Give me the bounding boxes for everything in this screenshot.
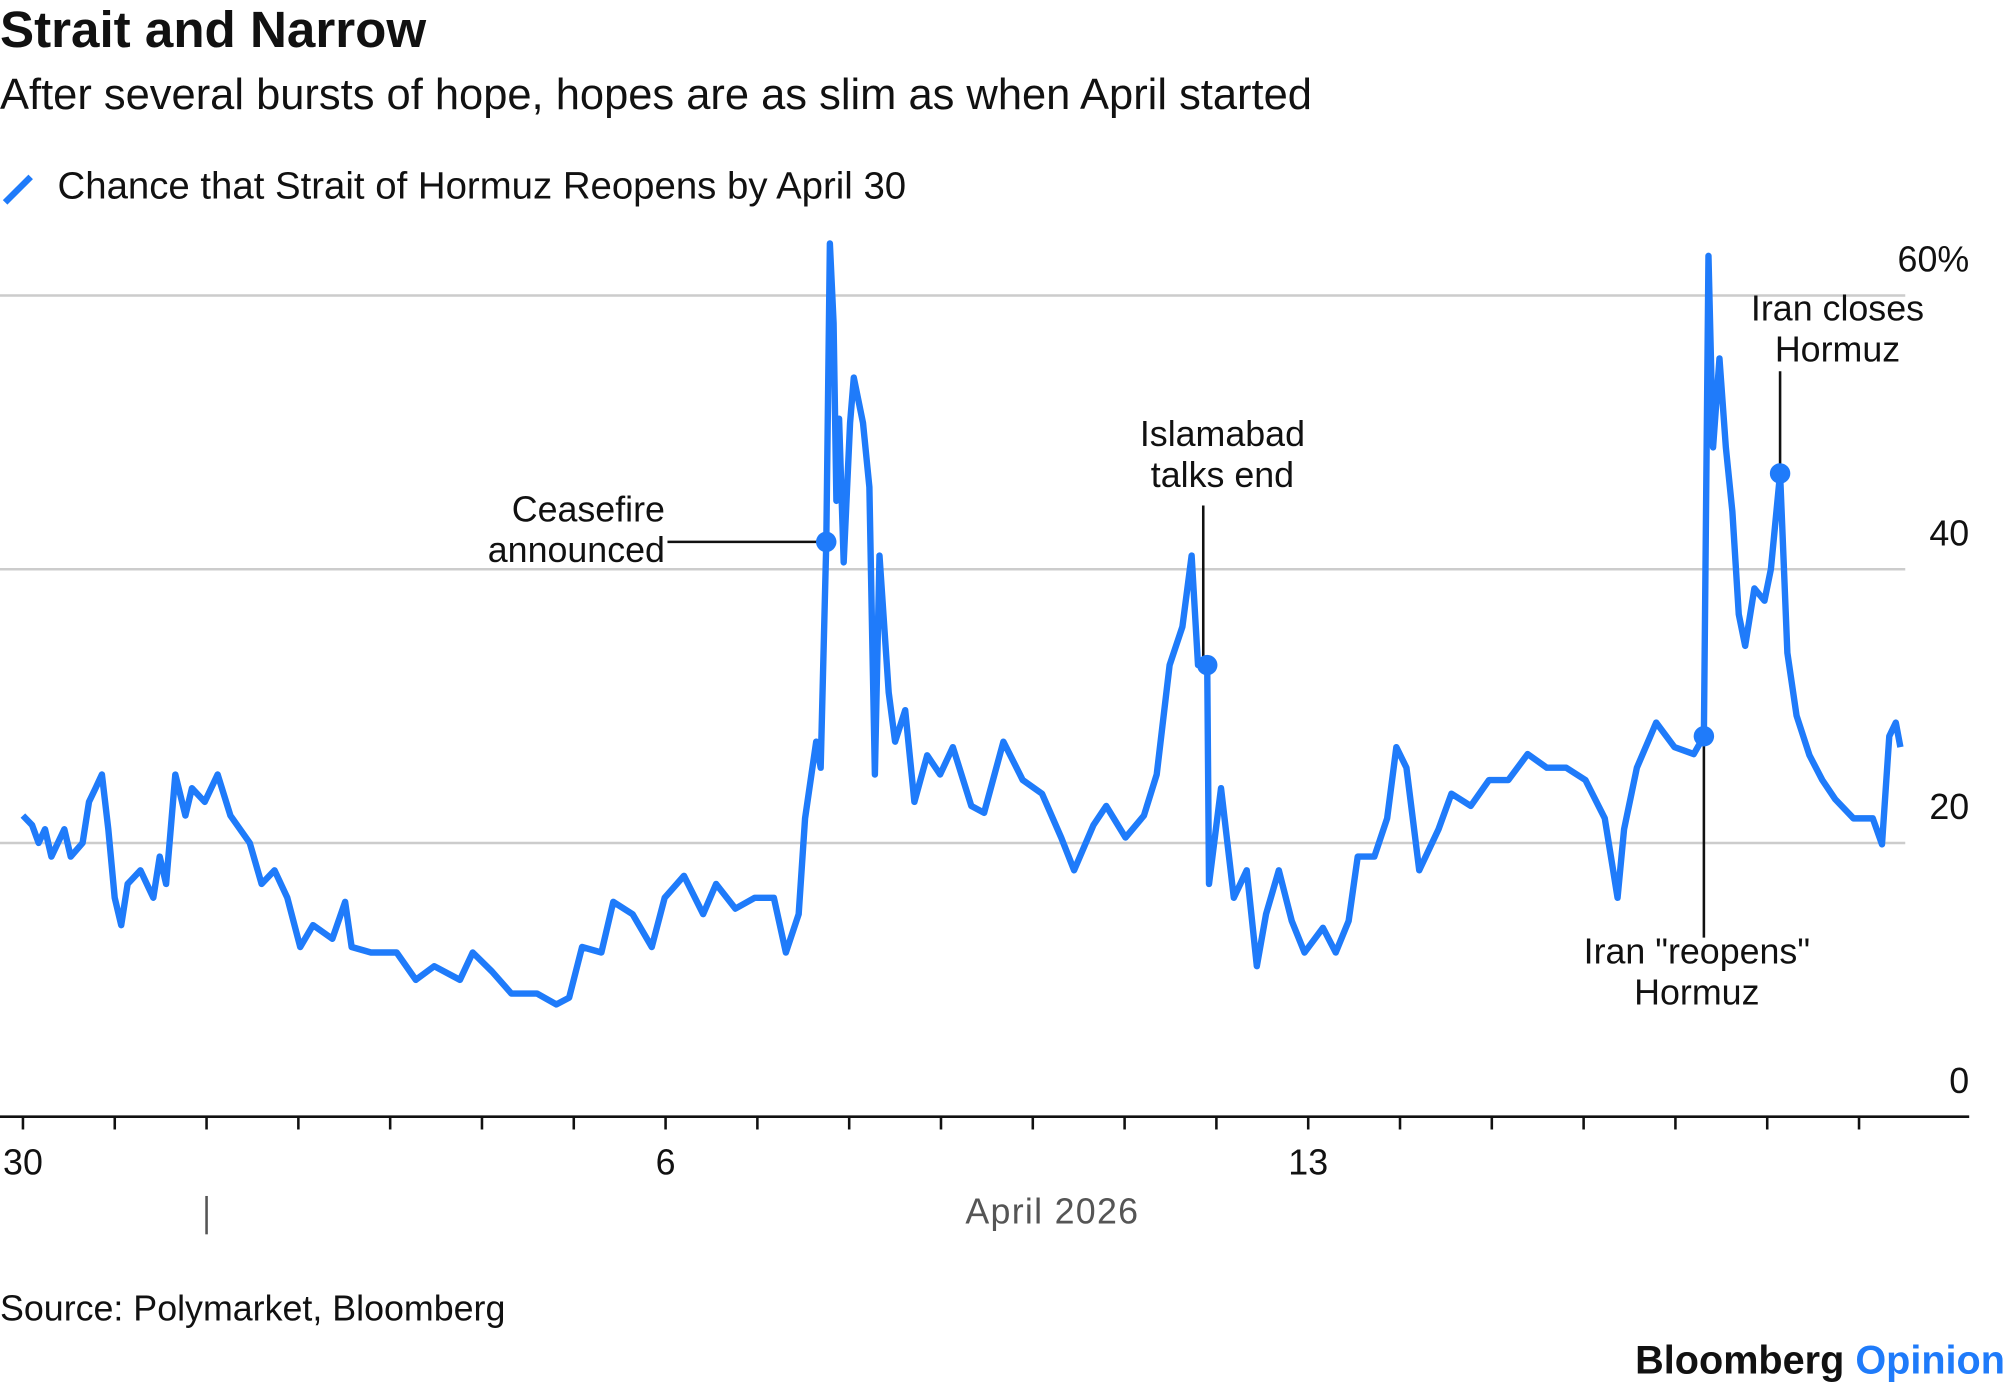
annotation-text: Ceasefire: [512, 489, 665, 529]
annotation-marker: [816, 531, 837, 553]
annotation-text: talks end: [1151, 455, 1294, 495]
brand-suffix: Opinion: [1855, 1339, 2005, 1383]
y-tick-label: 0: [1949, 1061, 1969, 1101]
brand: Bloomberg Opinion: [1635, 1339, 2005, 1383]
annotation-text: Iran "reopens": [1584, 932, 1810, 972]
annotation-text: Hormuz: [1634, 973, 1759, 1013]
annotation-text: Hormuz: [1775, 329, 1900, 369]
legend-label: Chance that Strait of Hormuz Reopens by …: [58, 164, 907, 207]
annotation-marker: [1769, 463, 1791, 484]
chart-subtitle: After several bursts of hope, hopes are …: [0, 71, 1312, 119]
brand-name: Bloomberg: [1635, 1339, 1844, 1383]
legend-swatch: [2, 174, 33, 205]
y-tick-label: 40: [1929, 513, 1969, 553]
y-tick-label: 20: [1929, 787, 1969, 827]
annotation-text: announced: [488, 530, 665, 570]
line-series: [20, 240, 1904, 1008]
x-tick-label: 13: [1288, 1143, 1328, 1183]
y-tick-label: 60%: [1898, 240, 1970, 280]
x-axis-label: April 2026: [965, 1191, 1139, 1231]
x-tick-label: 6: [656, 1143, 676, 1183]
annotation-marker: [1196, 654, 1218, 676]
annotation-marker: [1693, 725, 1715, 747]
source: Source: Polymarket, Bloomberg: [0, 1289, 505, 1329]
x-tick-label: 30: [3, 1143, 43, 1183]
annotation-text: Islamabad: [1140, 414, 1305, 454]
annotation-text: Iran closes: [1751, 289, 1924, 329]
chart-title: Strait and Narrow: [0, 1, 426, 58]
